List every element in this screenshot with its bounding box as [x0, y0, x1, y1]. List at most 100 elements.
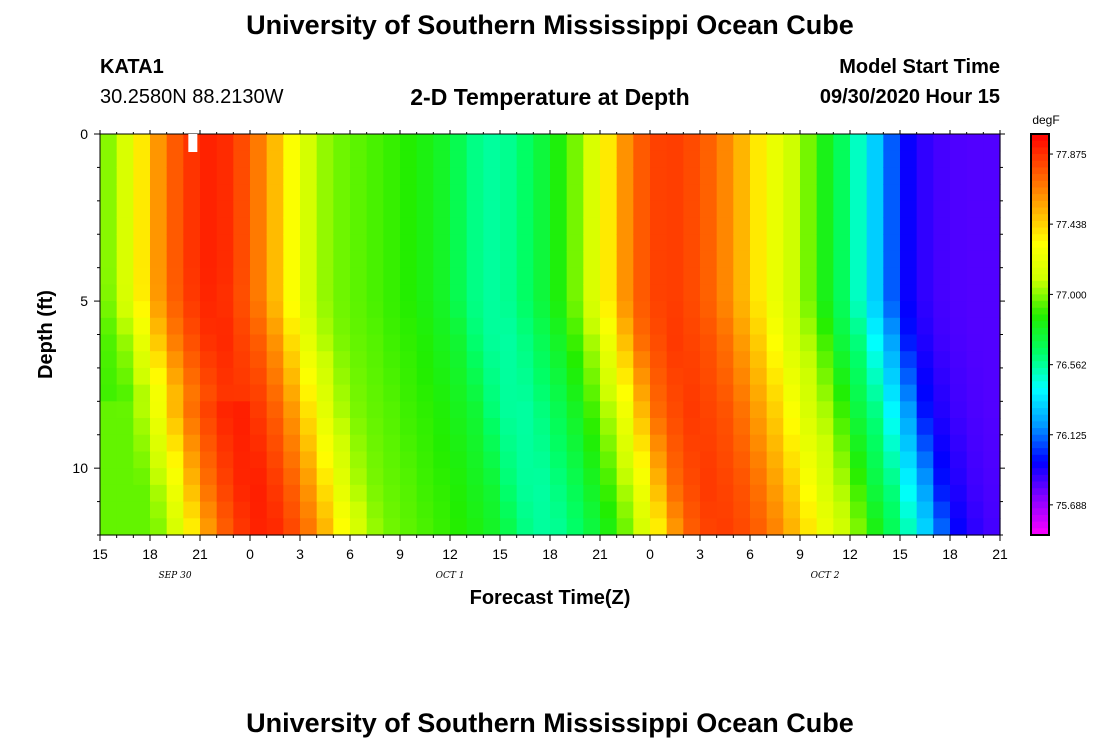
heatmap-cell [250, 200, 268, 219]
heatmap-cell [800, 150, 818, 169]
heatmap-cell [533, 150, 551, 169]
heatmap-cell [900, 234, 918, 252]
heatmap-cell [866, 267, 884, 285]
heatmap-cell [816, 418, 834, 436]
heatmap-cell [500, 250, 518, 269]
heatmap-cell [633, 518, 651, 536]
heatmap-cell [116, 484, 134, 503]
heatmap-cell [533, 518, 551, 536]
heatmap-cell [200, 367, 218, 386]
heatmap-cell [150, 501, 168, 519]
heatmap-cell [500, 384, 518, 402]
heatmap-cell [250, 284, 268, 302]
colorbar-swatch [1031, 234, 1049, 242]
heatmap-cell [466, 267, 484, 285]
heatmap-cell [333, 184, 351, 202]
heatmap-cell [166, 284, 184, 302]
heatmap-cell [133, 384, 151, 402]
y-tick-label: 10 [72, 460, 88, 476]
heatmap-cell [300, 267, 318, 285]
heatmap-cell [450, 150, 468, 169]
heatmap-cell [383, 334, 401, 352]
colorbar-swatch [1031, 194, 1049, 202]
heatmap-cell [683, 518, 701, 536]
heatmap-cell [383, 267, 401, 285]
heatmap-cell [500, 317, 518, 336]
heatmap-cell [483, 250, 501, 269]
heatmap-cell [300, 451, 318, 469]
heatmap-cell [350, 267, 368, 285]
heatmap-cell [600, 150, 618, 169]
heatmap-cell [383, 150, 401, 169]
colorbar-swatch [1031, 387, 1049, 396]
heatmap-cell [416, 150, 434, 169]
heatmap-cell [666, 234, 684, 252]
heatmap-cell [416, 367, 434, 386]
heatmap-cell [433, 351, 451, 369]
heatmap-cell [433, 418, 451, 436]
heatmap-cell [166, 200, 184, 219]
heatmap-cell [966, 401, 984, 419]
heatmap-cell [450, 434, 468, 453]
heatmap-cell [233, 317, 251, 336]
heatmap-cell [650, 134, 668, 152]
x-axis-label: Forecast Time(Z) [470, 587, 631, 609]
colorbar-swatch [1031, 147, 1049, 155]
heatmap-cell [433, 217, 451, 235]
heatmap-cell [100, 267, 118, 285]
heatmap-cell [100, 451, 118, 469]
heatmap-cell [966, 134, 984, 152]
heatmap-cell [666, 468, 684, 486]
heatmap-cell [550, 451, 568, 469]
heatmap-cell [316, 384, 334, 402]
heatmap-cell [283, 267, 301, 285]
heatmap-cell [150, 150, 168, 169]
heatmap-cell [550, 301, 568, 319]
heatmap-cell [150, 451, 168, 469]
heatmap-cell [300, 367, 318, 386]
colorbar-swatch [1031, 508, 1049, 516]
heatmap-cell [750, 418, 768, 436]
heatmap-cell [583, 267, 601, 285]
heatmap-cell [550, 518, 568, 536]
heatmap-cell [516, 418, 534, 436]
heatmap-cell [200, 484, 218, 503]
heatmap-cell [516, 317, 534, 336]
heatmap-cell [483, 167, 501, 185]
heatmap-cell [700, 234, 718, 252]
heatmap-cell [566, 384, 584, 402]
heatmap-cell [116, 150, 134, 169]
heatmap-cell [200, 317, 218, 336]
heatmap-cell [916, 468, 934, 486]
heatmap-cell [916, 150, 934, 169]
heatmap-cell [450, 468, 468, 486]
heatmap-cell [350, 334, 368, 352]
heatmap-cell [433, 184, 451, 202]
heatmap-cell [833, 501, 851, 519]
heatmap-cell [150, 317, 168, 336]
heatmap-cell [850, 451, 868, 469]
heatmap-cell [900, 250, 918, 269]
heatmap-cell [866, 317, 884, 336]
heatmap-cell [766, 301, 784, 319]
colorbar-unit: degF [1032, 113, 1059, 127]
colorbar-tick-label: 77.875 [1056, 150, 1087, 161]
heatmap-cell [333, 250, 351, 269]
heatmap-cell [100, 434, 118, 453]
heatmap-cell [766, 184, 784, 202]
heatmap-cell [983, 401, 1001, 419]
heatmap-cell [516, 267, 534, 285]
heatmap-cell [883, 384, 901, 402]
heatmap-cell [616, 384, 634, 402]
heatmap-cell [816, 367, 834, 386]
heatmap-cell [966, 217, 984, 235]
heatmap-cell [833, 250, 851, 269]
heatmap-cell [883, 250, 901, 269]
heatmap-cell [716, 434, 734, 453]
colorbar-swatch [1031, 434, 1049, 443]
heatmap-cell [500, 518, 518, 536]
heatmap-cell [233, 518, 251, 536]
heatmap-cell [716, 184, 734, 202]
heatmap-cell [650, 301, 668, 319]
missing-data-marker [188, 134, 198, 152]
